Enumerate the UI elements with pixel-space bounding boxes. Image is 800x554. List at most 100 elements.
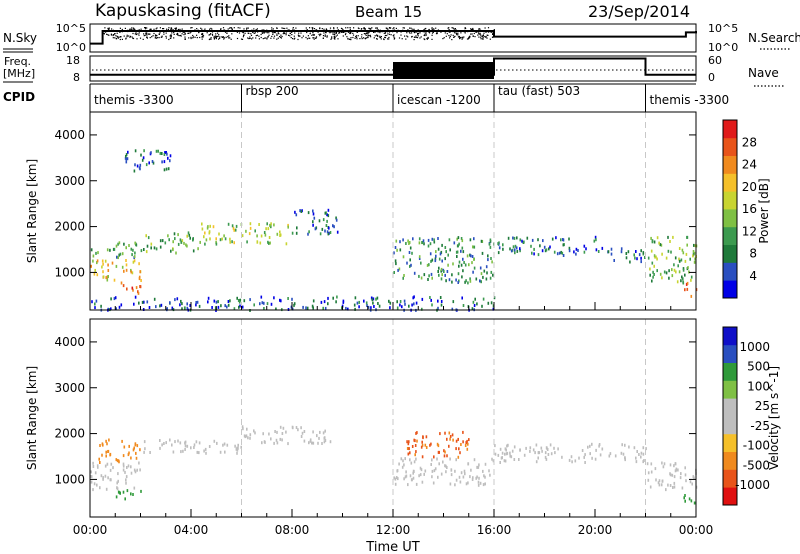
velocity-cell	[645, 447, 647, 451]
nsky-noise-dot	[151, 36, 153, 38]
nsky-noise-dot	[119, 27, 121, 29]
power-cell	[187, 231, 190, 235]
nsky-noise-dot	[135, 31, 137, 33]
nsky-noise-dot	[177, 32, 179, 34]
power-cell	[91, 300, 93, 304]
velocity-cell	[544, 455, 547, 459]
nsky-noise-dot	[361, 36, 363, 38]
velocity-cell	[117, 472, 119, 476]
nsky-noise-dot	[342, 29, 344, 31]
power-cell	[498, 246, 501, 250]
nsky-noise-dot	[123, 35, 125, 37]
velocity-cell	[622, 452, 625, 456]
power-cell	[332, 224, 334, 228]
nsky-noise-dot	[248, 38, 250, 40]
power-cell	[692, 250, 695, 253]
power-cell	[397, 268, 399, 272]
nsky-noise-dot	[285, 32, 287, 34]
colorbar-swatch	[723, 451, 737, 470]
velocity-cell	[149, 451, 151, 454]
nsky-noise-dot	[138, 32, 140, 34]
velocity-cell	[445, 470, 447, 474]
nsky-tick-bottom: 10^0	[56, 41, 86, 54]
power-mode-boundaries	[241, 112, 646, 310]
power-cell	[186, 234, 188, 238]
velocity-cell	[190, 446, 192, 450]
power-cell	[399, 300, 402, 303]
velocity-cell	[499, 461, 501, 464]
velocity-cell	[115, 458, 118, 462]
velocity-cell	[92, 465, 95, 468]
nsky-noise-dot	[302, 35, 304, 37]
velocity-cell	[236, 446, 238, 450]
power-cell	[189, 236, 191, 240]
velocity-cell	[208, 445, 211, 448]
nsky-noise-dot	[398, 37, 401, 39]
nsky-noise-dot	[376, 38, 378, 40]
velocity-cell	[130, 471, 133, 475]
power-cell	[105, 276, 107, 280]
power-cell	[488, 242, 491, 246]
power-cell	[441, 259, 443, 263]
velocity-cell	[433, 455, 435, 459]
nsky-noise-dot	[252, 37, 254, 39]
power-cell	[143, 300, 145, 304]
power-cell	[560, 250, 562, 254]
nsky-noise-dot	[255, 35, 257, 37]
velocity-cell	[116, 459, 119, 463]
power-cell	[453, 241, 456, 245]
power-cell	[681, 275, 683, 279]
power-cell	[439, 252, 442, 256]
power-cell	[395, 239, 398, 243]
power-cell	[96, 273, 99, 277]
nsky-noise-dot	[417, 35, 419, 37]
nsky-noise-dot	[191, 27, 193, 29]
power-cell	[671, 274, 674, 278]
power-cell	[267, 240, 269, 244]
velocity-cell	[134, 470, 137, 474]
nsky-noise-dot	[305, 36, 307, 39]
velocity-cell	[139, 468, 141, 472]
nsky-noise-dot	[158, 37, 160, 39]
velocity-cell	[439, 432, 441, 436]
nsky-noise-dot	[493, 29, 495, 31]
velocity-cell	[122, 462, 125, 466]
velocity-cell	[471, 478, 474, 481]
power-cell	[134, 163, 136, 167]
nsky-noise-dot	[454, 28, 456, 30]
nsky-noise-dot	[169, 37, 171, 39]
nsky-noise-dot	[340, 31, 343, 33]
power-cell	[675, 270, 677, 274]
nsky-noise-dot	[236, 37, 239, 40]
power-cell	[620, 250, 623, 254]
power-cell	[214, 306, 217, 310]
power-cell	[656, 236, 659, 240]
nave-tick-bottom: 0	[708, 71, 715, 84]
nsky-noise-dot	[238, 32, 241, 34]
nsky-noise-dot	[161, 36, 163, 38]
velocity-cell	[412, 471, 414, 475]
velocity-cell	[554, 451, 556, 455]
power-colorbar-label: Power [dB]	[757, 178, 771, 243]
colorbar-swatch	[723, 487, 737, 506]
power-cell	[399, 303, 401, 307]
power-cell	[300, 210, 303, 213]
nsky-noise-dot	[312, 31, 314, 34]
nsky-noise-dot	[313, 28, 316, 30]
power-cell	[358, 305, 360, 309]
power-cell	[410, 263, 412, 267]
power-cell	[634, 256, 636, 260]
power-cell	[236, 296, 238, 300]
velocity-cell	[303, 430, 306, 433]
velocity-cell	[430, 442, 432, 446]
nsky-noise-dot	[393, 36, 395, 38]
nsky-noise-dot	[210, 27, 212, 29]
nsky-noise-dot	[449, 31, 451, 33]
power-cell	[644, 256, 646, 259]
power-cell	[650, 249, 653, 253]
nsky-noise-dot	[469, 36, 471, 38]
power-cell	[166, 152, 168, 156]
nsky-noise-dot	[450, 34, 452, 36]
power-cell	[324, 306, 327, 310]
velocity-cell	[649, 485, 652, 489]
